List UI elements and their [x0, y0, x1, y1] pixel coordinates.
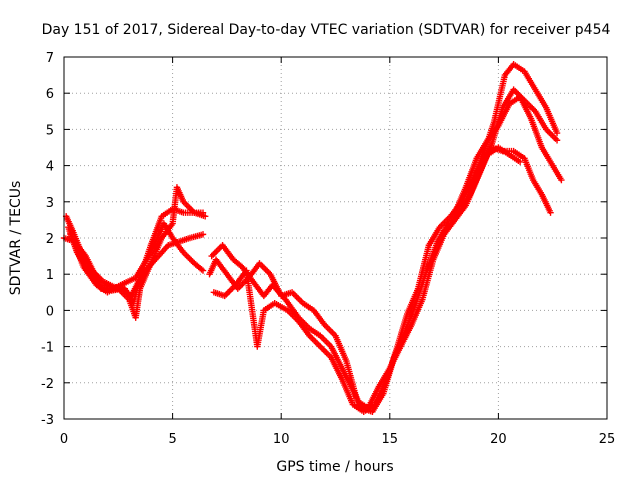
- data-point: [201, 213, 209, 220]
- data-point: [558, 176, 565, 184]
- data-marks: [60, 61, 565, 415]
- data-point: [199, 231, 207, 238]
- x-tick-label: 0: [60, 432, 68, 447]
- plot-frame: [63, 56, 608, 420]
- y-tick-label: 6: [46, 87, 54, 102]
- y-tick-label: 7: [46, 51, 54, 66]
- series-track-6: [208, 86, 561, 415]
- chart-title: Day 151 of 2017, Sidereal Day-to-day VTE…: [42, 22, 611, 38]
- x-axis-title: GPS time / hours: [276, 459, 393, 475]
- y-tick-label: -3: [41, 413, 54, 428]
- data-point: [553, 137, 561, 144]
- y-tick-label: 5: [46, 123, 54, 138]
- data-point: [553, 129, 561, 137]
- x-tick-label: 15: [382, 432, 399, 447]
- y-axis-title: SDTVAR / TECUs: [8, 181, 24, 296]
- y-tick-label: -2: [41, 377, 54, 392]
- y-tick-label: 1: [46, 268, 54, 283]
- y-tick-label: 2: [46, 232, 54, 247]
- tick-layer: 0 5 10 15 20 25 -3 -2 -1 0 1 2 3 4 5 6 7: [41, 51, 615, 447]
- y-tick-label: 4: [46, 160, 54, 175]
- series-track-7: [210, 61, 561, 415]
- x-tick-label: 25: [599, 432, 616, 447]
- x-tick-label: 5: [168, 432, 176, 447]
- series-track-9: [477, 144, 554, 216]
- data-point: [547, 209, 554, 216]
- y-tick-label: 0: [46, 304, 54, 319]
- data-point: [199, 267, 207, 274]
- x-tick-label: 20: [490, 432, 507, 447]
- series-track-4: [67, 220, 207, 296]
- y-tick-label: -1: [41, 341, 54, 356]
- x-tick-label: 10: [273, 432, 290, 447]
- data-point: [516, 158, 524, 166]
- y-tick-label: 3: [46, 196, 54, 211]
- series-track-8: [451, 93, 565, 216]
